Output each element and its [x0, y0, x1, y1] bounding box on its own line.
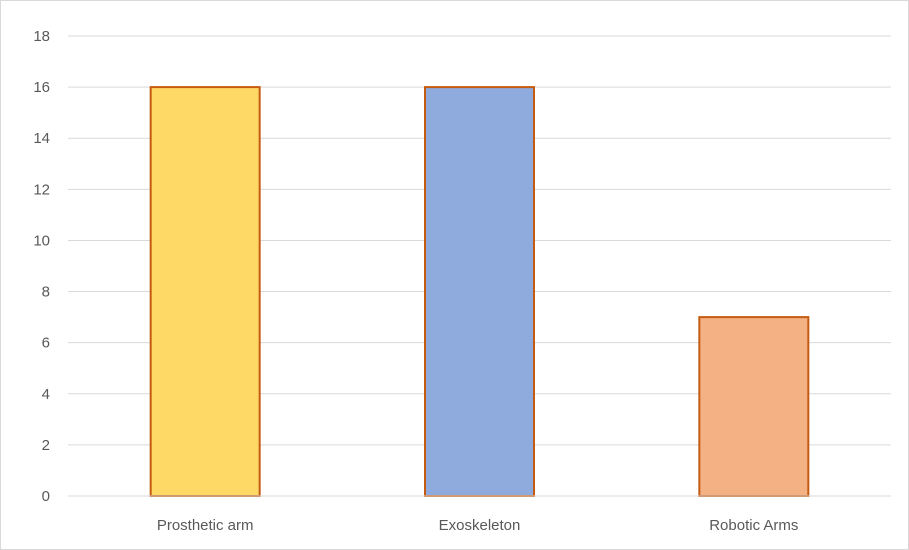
- bar-prosthetic-arm: [149, 86, 261, 497]
- y-tick-label: 2: [42, 437, 50, 454]
- y-tick-label: 0: [42, 488, 50, 505]
- x-category-label: Prosthetic arm: [157, 517, 254, 534]
- y-tick-label: 6: [42, 335, 50, 352]
- y-tick-label: 8: [42, 284, 50, 301]
- y-tick-label: 10: [33, 232, 50, 249]
- y-axis-tick-labels: 0 2 4 6 8 10 12 14 16 18: [33, 28, 50, 505]
- x-category-label: Exoskeleton: [439, 517, 521, 534]
- x-category-label: Robotic Arms: [709, 517, 798, 534]
- y-tick-label: 14: [33, 130, 50, 147]
- y-tick-label: 4: [42, 386, 50, 403]
- x-axis-category-labels: Prosthetic arm Exoskeleton Robotic Arms: [157, 517, 799, 534]
- y-tick-label: 16: [33, 79, 50, 96]
- bar-robotic-arms: [698, 316, 810, 497]
- y-tick-label: 12: [33, 181, 50, 198]
- y-tick-label: 18: [33, 28, 50, 45]
- bar-exoskeleton: [424, 86, 535, 497]
- bars: [149, 86, 810, 497]
